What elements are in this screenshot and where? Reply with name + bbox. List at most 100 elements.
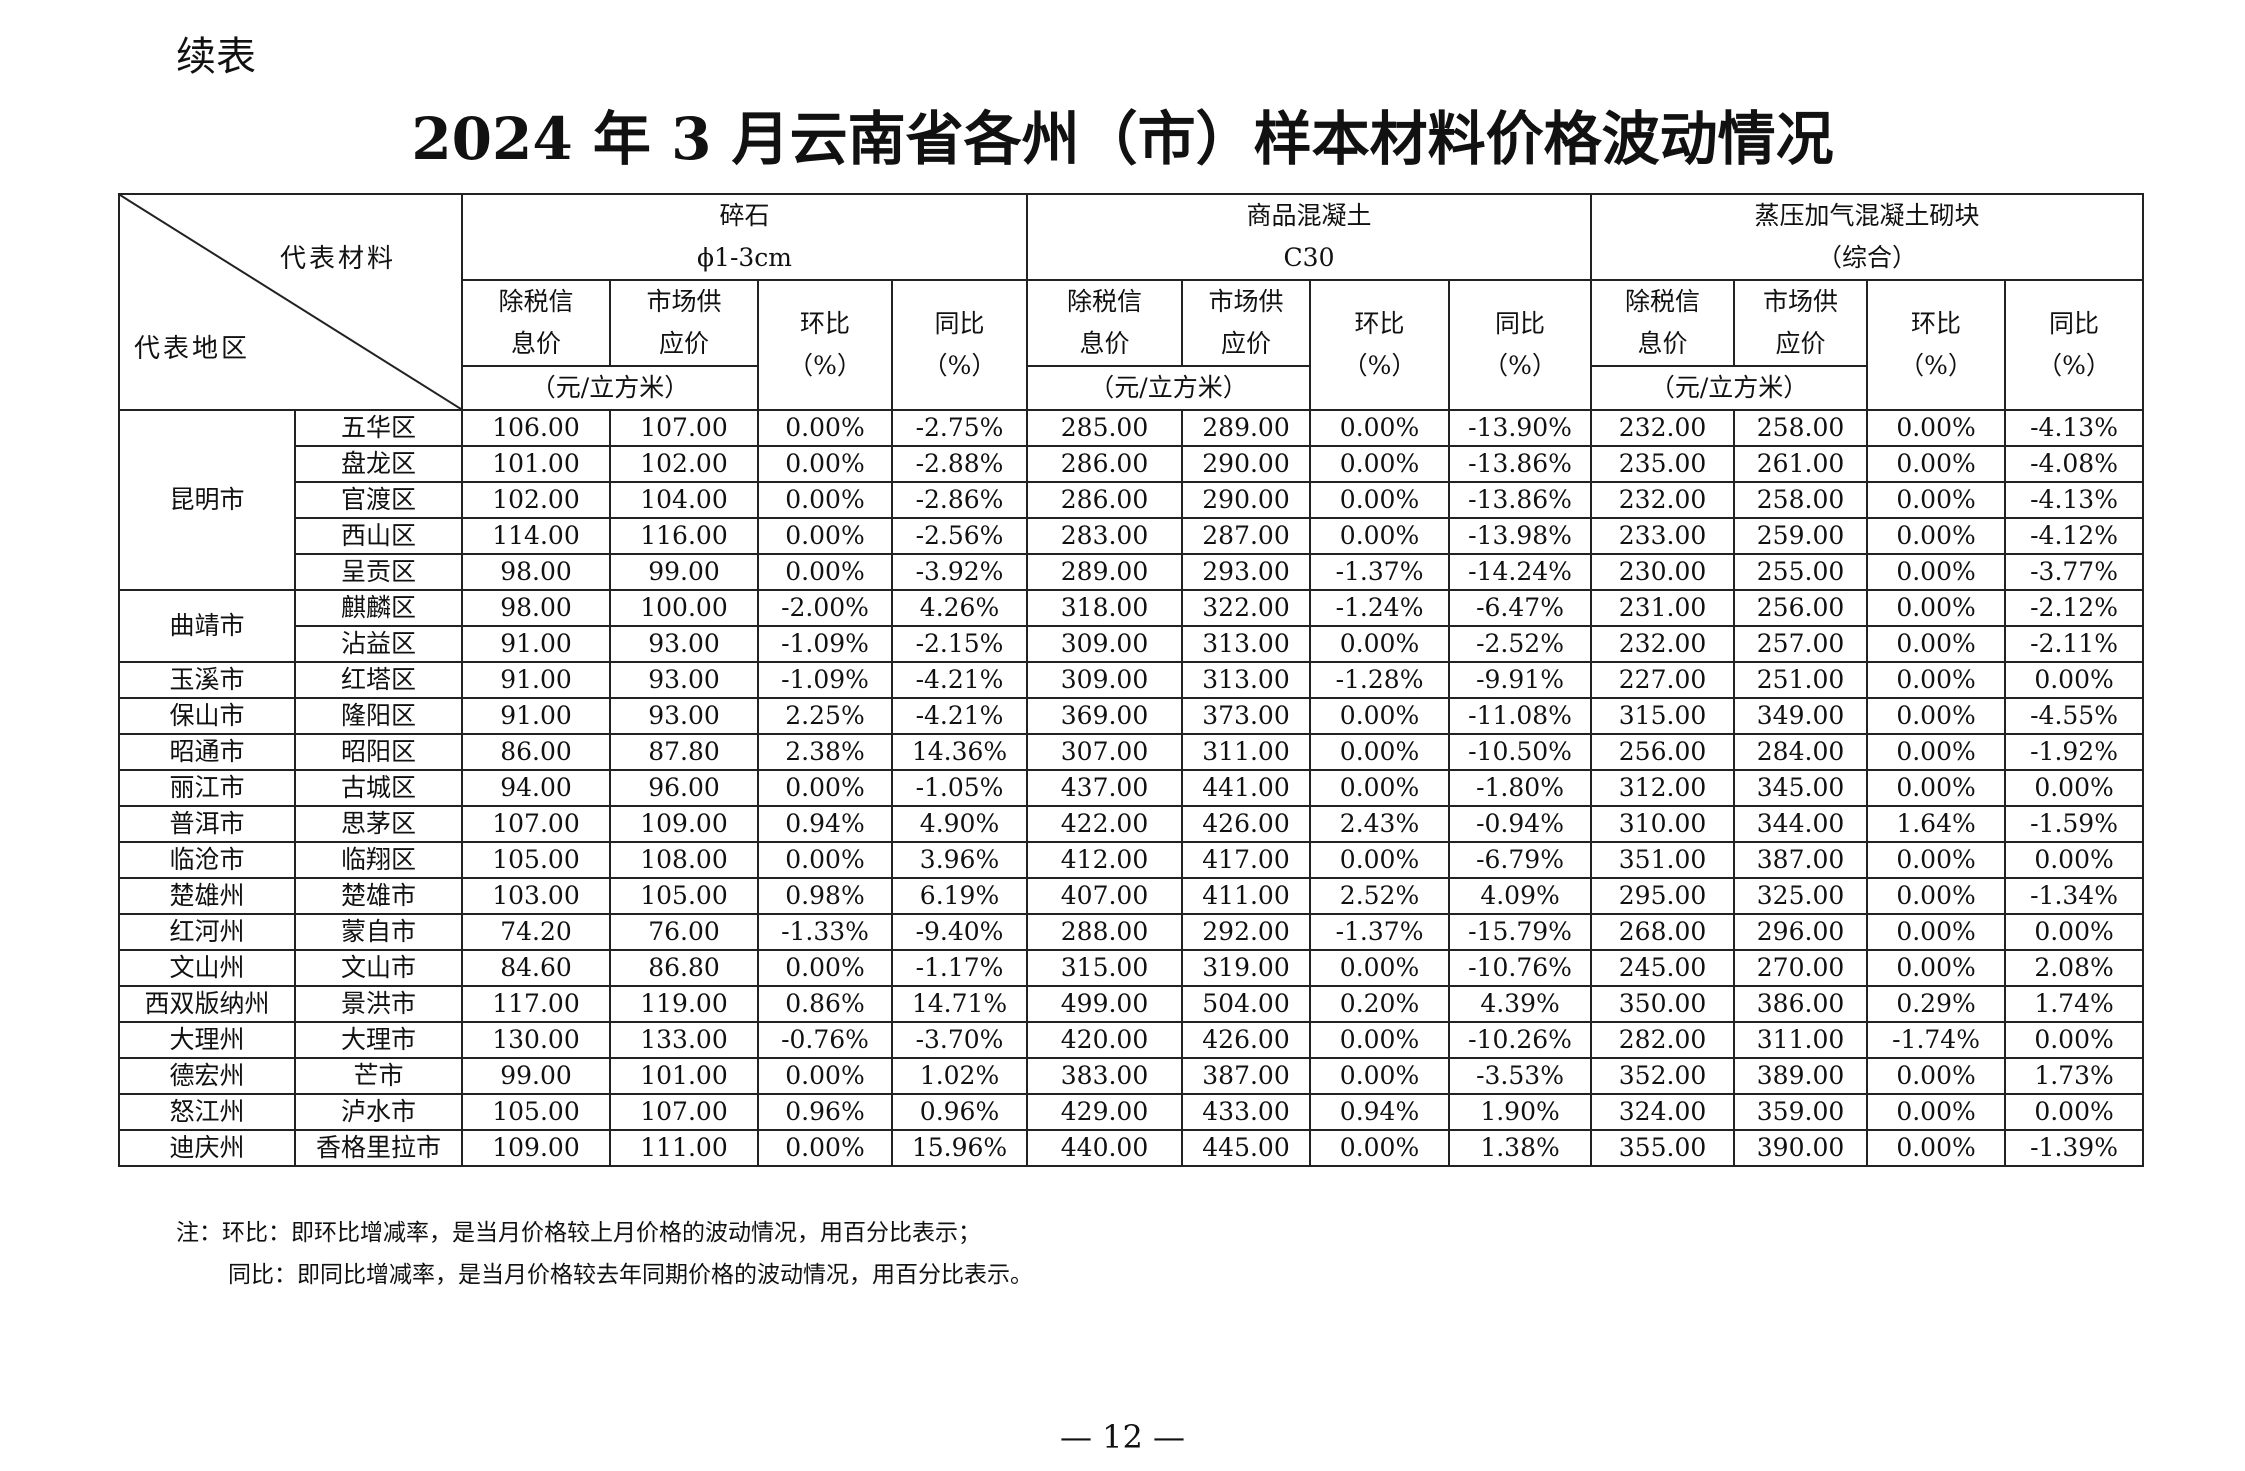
footnotes: 注：环比：即环比增减率，是当月价格较上月价格的波动情况，用百分比表示； 同比：即…	[176, 1212, 1033, 1296]
value-cell: 433.00	[1181, 1093, 1312, 1131]
table-body: 昆明市 五华区 106.00 107.00 0.00% -2.75% 285.00 289.0…	[118, 409, 2145, 1167]
value-cell: 325.00	[1733, 877, 1869, 915]
value-cell: 109.00	[461, 1129, 611, 1167]
value-cell: 373.00	[1181, 697, 1312, 735]
value-cell: 387.00	[1181, 1057, 1312, 1095]
table-row: 呈贡区 98.00 99.00 0.00% -3.92% 289.00 293.00 -1.3…	[119, 553, 2145, 591]
value-cell: -2.56%	[890, 517, 1029, 555]
value-cell: 111.00	[609, 1129, 759, 1167]
price-table: 代表材料 代表地区 碎石 ϕ1-3cm 商品混凝土 C30 蒸压加气混凝土砌块 …	[118, 193, 2145, 1167]
city-cell: 昆明市	[118, 409, 296, 591]
value-cell: 0.00%	[1866, 733, 2007, 771]
value-cell: 91.00	[461, 661, 611, 699]
city-cell: 普洱市	[118, 805, 296, 843]
value-cell: 389.00	[1733, 1057, 1869, 1095]
value-cell: 0.00%	[1866, 661, 2007, 699]
value-cell: 106.00	[461, 409, 611, 447]
value-cell: 283.00	[1026, 517, 1184, 555]
value-cell: 2.52%	[1309, 877, 1451, 915]
district-cell: 沾益区	[294, 625, 463, 663]
city-cell: 西双版纳州	[118, 985, 296, 1023]
col-tax-price: 除税信 息价	[1590, 279, 1736, 367]
value-cell: 0.00%	[757, 1057, 893, 1095]
value-cell: 0.00%	[1866, 625, 2007, 663]
value-cell: 284.00	[1733, 733, 1869, 771]
value-cell: 91.00	[461, 625, 611, 663]
value-cell: 0.00%	[2004, 769, 2145, 807]
table-row: 昭通市 昭阳区 86.00 87.80 2.38% 14.36% 307.00 311.00 0…	[118, 733, 2145, 771]
value-cell: -14.24%	[1448, 553, 1593, 591]
value-cell: 437.00	[1026, 769, 1184, 807]
value-cell: -6.79%	[1448, 841, 1593, 879]
district-cell: 思茅区	[294, 805, 463, 843]
value-cell: -10.76%	[1448, 949, 1593, 987]
value-cell: -0.76%	[757, 1021, 893, 1059]
value-cell: 2.25%	[757, 697, 893, 735]
value-cell: 109.00	[609, 805, 759, 843]
value-cell: 84.60	[461, 949, 611, 987]
table-row: 丽江市 古城区 94.00 96.00 0.00% -1.05% 437.00 441.00 0…	[118, 769, 2145, 807]
table-row: 红河州 蒙自市 74.20 76.00 -1.33% -9.40% 288.00 292.00…	[118, 913, 2145, 951]
value-cell: -6.47%	[1448, 589, 1593, 627]
value-cell: -1.34%	[2004, 877, 2145, 915]
city-cell: 迪庆州	[118, 1129, 296, 1167]
value-cell: 257.00	[1733, 625, 1869, 663]
value-cell: 0.00%	[757, 445, 893, 483]
value-cell: 0.00%	[757, 553, 893, 591]
value-cell: 289.00	[1026, 553, 1184, 591]
value-cell: 232.00	[1590, 481, 1736, 519]
value-cell: 407.00	[1026, 877, 1184, 915]
value-cell: -11.08%	[1448, 697, 1593, 735]
district-cell: 五华区	[294, 409, 463, 447]
value-cell: 0.94%	[1309, 1093, 1451, 1131]
value-cell: 0.00%	[1866, 769, 2007, 807]
value-cell: 387.00	[1733, 841, 1869, 879]
table-row: 楚雄州 楚雄市 103.00 105.00 0.98% 6.19% 407.00 411.00…	[118, 877, 2145, 915]
unit-label: （元/立方米）	[461, 365, 759, 411]
value-cell: 93.00	[609, 661, 759, 699]
value-cell: 0.96%	[757, 1093, 893, 1131]
district-cell: 红塔区	[294, 661, 463, 699]
value-cell: 258.00	[1733, 409, 1869, 447]
value-cell: 133.00	[609, 1021, 759, 1059]
value-cell: 311.00	[1733, 1021, 1869, 1059]
value-cell: 86.00	[461, 733, 611, 771]
value-cell: 318.00	[1026, 589, 1184, 627]
value-cell: 0.00%	[1309, 949, 1451, 987]
table-row: 保山市 隆阳区 91.00 93.00 2.25% -4.21% 369.00 373.00 0…	[118, 697, 2145, 735]
table-row: 大理州 大理市 130.00 133.00 -0.76% -3.70% 420.00 426.…	[118, 1021, 2145, 1059]
value-cell: -4.13%	[2004, 481, 2145, 519]
city-cell: 大理州	[118, 1021, 296, 1059]
value-cell: 87.80	[609, 733, 759, 771]
note-mom: 注：环比：即环比增减率，是当月价格较上月价格的波动情况，用百分比表示；	[176, 1220, 981, 1246]
value-cell: 351.00	[1590, 841, 1736, 879]
value-cell: 102.00	[461, 481, 611, 519]
value-cell: 345.00	[1733, 769, 1869, 807]
value-cell: 119.00	[609, 985, 759, 1023]
value-cell: 1.38%	[1448, 1129, 1593, 1167]
col-market-price: 市场供 应价	[1733, 279, 1869, 367]
value-cell: -2.11%	[2004, 625, 2145, 663]
value-cell: -3.70%	[890, 1021, 1029, 1059]
value-cell: -9.40%	[890, 913, 1029, 951]
value-cell: 324.00	[1590, 1093, 1736, 1131]
value-cell: 76.00	[609, 913, 759, 951]
value-cell: 0.00%	[1866, 1057, 2007, 1095]
value-cell: 0.00%	[1309, 445, 1451, 483]
value-cell: -9.91%	[1448, 661, 1593, 699]
city-cell: 临沧市	[118, 841, 296, 879]
value-cell: 383.00	[1026, 1057, 1184, 1095]
value-cell: -1.05%	[890, 769, 1029, 807]
value-cell: -1.28%	[1309, 661, 1451, 699]
district-cell: 官渡区	[294, 481, 463, 519]
value-cell: 290.00	[1181, 445, 1312, 483]
value-cell: 100.00	[609, 589, 759, 627]
district-cell: 泸水市	[294, 1093, 463, 1131]
value-cell: 107.00	[461, 805, 611, 843]
value-cell: 386.00	[1733, 985, 1869, 1023]
table-row: 德宏州 芒市 99.00 101.00 0.00% 1.02% 383.00 387.00 0.…	[118, 1057, 2145, 1095]
value-cell: -4.13%	[2004, 409, 2145, 447]
value-cell: 310.00	[1590, 805, 1736, 843]
value-cell: 322.00	[1181, 589, 1312, 627]
value-cell: 14.71%	[890, 985, 1029, 1023]
